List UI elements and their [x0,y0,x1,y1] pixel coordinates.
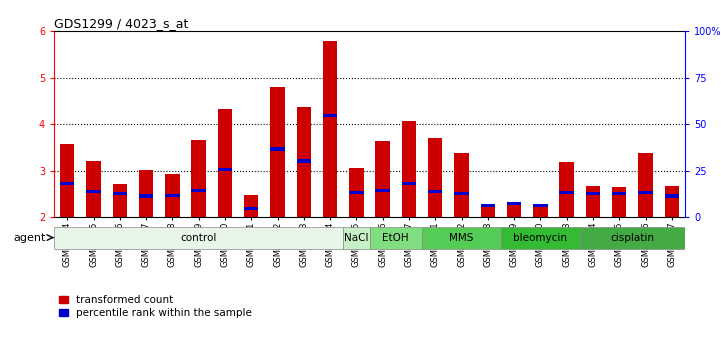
Bar [323,114,337,117]
Bar [428,190,443,193]
Bar [349,190,363,194]
Bar [165,194,180,197]
Text: MMS: MMS [449,233,474,243]
Bar [559,162,574,217]
Bar [585,186,600,217]
Bar [323,41,337,217]
Bar [422,227,501,249]
Bar [454,192,469,195]
Text: agent: agent [14,233,46,243]
Bar [218,109,232,217]
Bar [139,170,154,217]
Bar [481,204,495,207]
Bar [559,190,574,194]
Bar [191,140,206,217]
Bar [369,227,422,249]
Bar [665,186,679,217]
Bar [87,190,101,193]
Bar [60,144,74,217]
Bar [507,203,521,217]
Bar [612,191,627,195]
Bar [533,204,548,207]
Text: NaCl: NaCl [344,233,368,243]
Bar [60,182,74,185]
Bar [376,140,390,217]
Bar [244,195,258,217]
Bar [87,160,101,217]
Bar [533,205,548,217]
Bar [585,192,600,195]
Bar [638,153,653,217]
Bar [54,227,343,249]
Bar [112,184,127,217]
Bar [165,174,180,217]
Bar [402,182,416,186]
Bar [428,138,443,217]
Bar [218,168,232,171]
Text: bleomycin: bleomycin [513,233,567,243]
Legend: transformed count, percentile rank within the sample: transformed count, percentile rank withi… [59,295,252,318]
Bar [343,227,369,249]
Bar [481,204,495,217]
Bar [402,121,416,217]
Bar [191,189,206,192]
Text: EtOH: EtOH [382,233,409,243]
Bar [376,189,390,193]
Bar [612,187,627,217]
Bar [454,153,469,217]
Bar [349,168,363,217]
Bar [507,202,521,206]
Text: GDS1299 / 4023_s_at: GDS1299 / 4023_s_at [54,17,188,30]
Bar [112,191,127,195]
Text: control: control [180,233,217,243]
Bar [665,194,679,198]
Bar [501,227,580,249]
Bar [270,147,285,150]
Bar [296,159,311,162]
Bar [244,207,258,210]
Bar [270,87,285,217]
Bar [638,190,653,194]
Bar [139,194,154,198]
Bar [580,227,685,249]
Bar [296,107,311,217]
Text: cisplatin: cisplatin [611,233,655,243]
